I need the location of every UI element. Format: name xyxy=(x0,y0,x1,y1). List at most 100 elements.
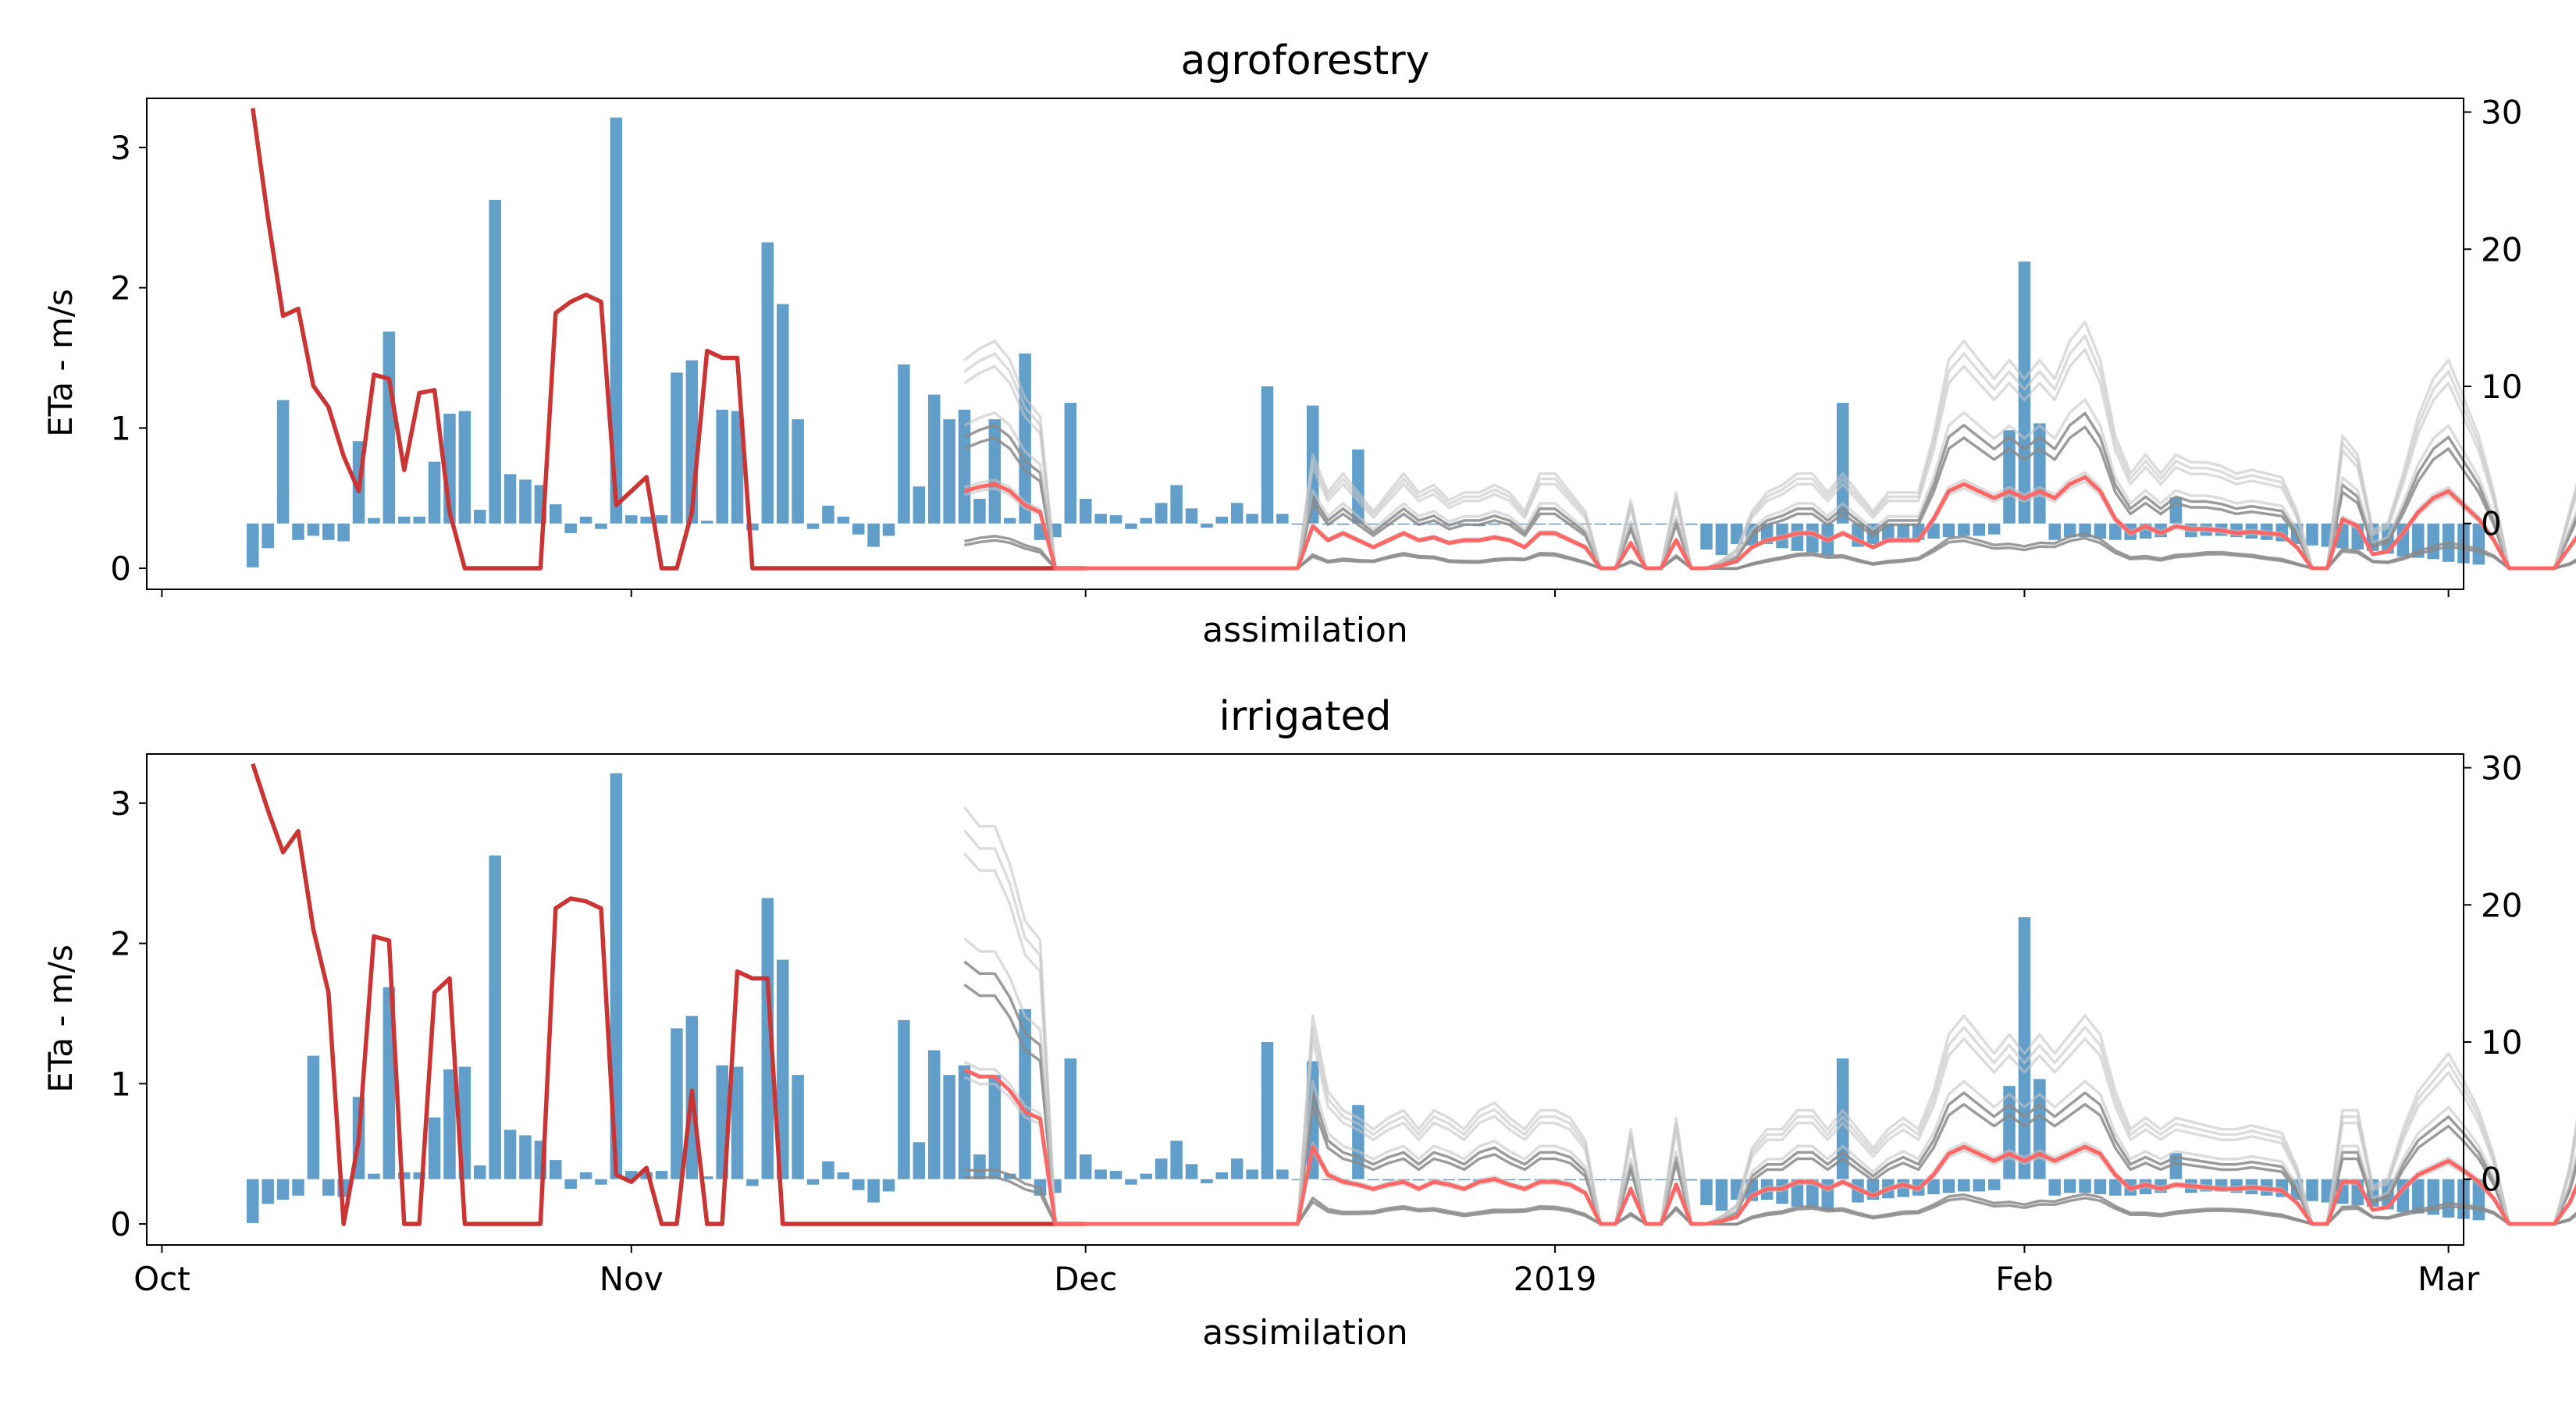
bar xyxy=(1609,523,1622,525)
bar xyxy=(1655,1179,1667,1181)
bar xyxy=(368,1173,380,1179)
y2-tick-label: 20 xyxy=(2481,886,2522,924)
bar xyxy=(1185,1164,1198,1179)
bar xyxy=(1201,523,1213,528)
bar xyxy=(564,1179,577,1189)
bar xyxy=(1140,518,1153,524)
bar xyxy=(1109,515,1123,524)
bar xyxy=(398,516,411,524)
bar xyxy=(1836,403,1849,524)
bar xyxy=(1397,523,1410,525)
bar xyxy=(1246,514,1258,524)
bar xyxy=(746,1179,759,1186)
y2-tick-label: 20 xyxy=(2481,230,2522,269)
bar xyxy=(428,461,441,524)
bar xyxy=(489,855,501,1179)
bar xyxy=(292,523,304,540)
bar xyxy=(716,409,728,524)
bar xyxy=(2109,523,2122,540)
y-tick-label: 1 xyxy=(110,1065,131,1103)
bar xyxy=(1958,523,1970,536)
bar xyxy=(700,521,713,524)
bar xyxy=(337,523,350,542)
bar xyxy=(655,515,668,524)
bar xyxy=(428,1117,441,1179)
y-axis-label: ETa - m/s xyxy=(41,289,80,437)
bar xyxy=(1457,1179,1471,1181)
bar xyxy=(276,400,290,524)
bar xyxy=(1155,503,1168,524)
bar xyxy=(550,1160,562,1179)
bar xyxy=(867,523,880,547)
bar xyxy=(1897,523,1910,542)
bar xyxy=(822,1161,834,1179)
bar xyxy=(1140,1173,1153,1179)
bar xyxy=(2063,523,2076,538)
bar xyxy=(382,331,396,524)
bar xyxy=(1125,523,1137,529)
bar xyxy=(1276,514,1289,524)
bar xyxy=(1700,523,1713,550)
x-tick-label: 2019 xyxy=(1514,1260,1597,1298)
bar xyxy=(1094,1169,1107,1179)
y2-tick-label: 30 xyxy=(2481,749,2522,788)
bar xyxy=(1382,1179,1395,1181)
bar xyxy=(1246,1169,1258,1179)
y-tick-label: 1 xyxy=(110,409,131,447)
bar xyxy=(1276,1169,1289,1179)
bar-series xyxy=(247,117,2485,567)
bar xyxy=(1170,485,1183,524)
bar xyxy=(1261,1041,1274,1179)
y-tick-label: 0 xyxy=(110,550,131,588)
bar xyxy=(1594,1179,1607,1181)
bar xyxy=(867,1179,880,1203)
bar xyxy=(927,394,941,524)
bar xyxy=(671,372,683,524)
bar xyxy=(1942,1179,1955,1193)
bar xyxy=(579,516,592,524)
bar xyxy=(1443,1179,1456,1181)
bar xyxy=(882,523,895,536)
y2-tick-label: 30 xyxy=(2481,94,2522,132)
bar xyxy=(1367,1179,1380,1181)
bar xyxy=(2063,1179,2076,1193)
bar xyxy=(2048,523,2061,540)
bar xyxy=(973,499,986,524)
bar xyxy=(2094,1179,2107,1194)
bar xyxy=(1201,1179,1213,1183)
bar xyxy=(1155,1158,1168,1179)
y-tick-label: 2 xyxy=(110,925,131,963)
bar xyxy=(1594,523,1607,525)
bar xyxy=(1942,523,1955,538)
bar xyxy=(1230,1158,1244,1179)
series-line-dark xyxy=(251,763,1086,1226)
bar xyxy=(1291,1179,1304,1181)
bar xyxy=(2003,430,2016,524)
bar xyxy=(1230,503,1244,524)
bar xyxy=(2306,523,2318,546)
bar xyxy=(2109,1179,2122,1196)
x-tick-label: Oct xyxy=(133,1260,190,1298)
bar xyxy=(1609,1179,1622,1181)
bar xyxy=(624,515,638,524)
bar xyxy=(1958,1179,1970,1192)
bar xyxy=(1715,1179,1728,1211)
bar xyxy=(1549,523,1561,525)
bar xyxy=(610,117,623,524)
bar xyxy=(1094,514,1107,524)
bar xyxy=(519,479,532,524)
bar xyxy=(852,523,865,535)
bar xyxy=(595,523,607,529)
bar xyxy=(1973,523,1986,536)
x-axis-label: assimilation xyxy=(1202,610,1408,650)
bar xyxy=(2048,1179,2061,1196)
bar xyxy=(322,523,335,540)
y2-tick-label: 0 xyxy=(2481,1161,2502,1199)
bar xyxy=(624,1171,638,1179)
bar xyxy=(1987,523,2001,535)
bar xyxy=(1715,523,1728,556)
x-tick-label: Mar xyxy=(2418,1260,2480,1298)
bar xyxy=(2472,523,2485,565)
